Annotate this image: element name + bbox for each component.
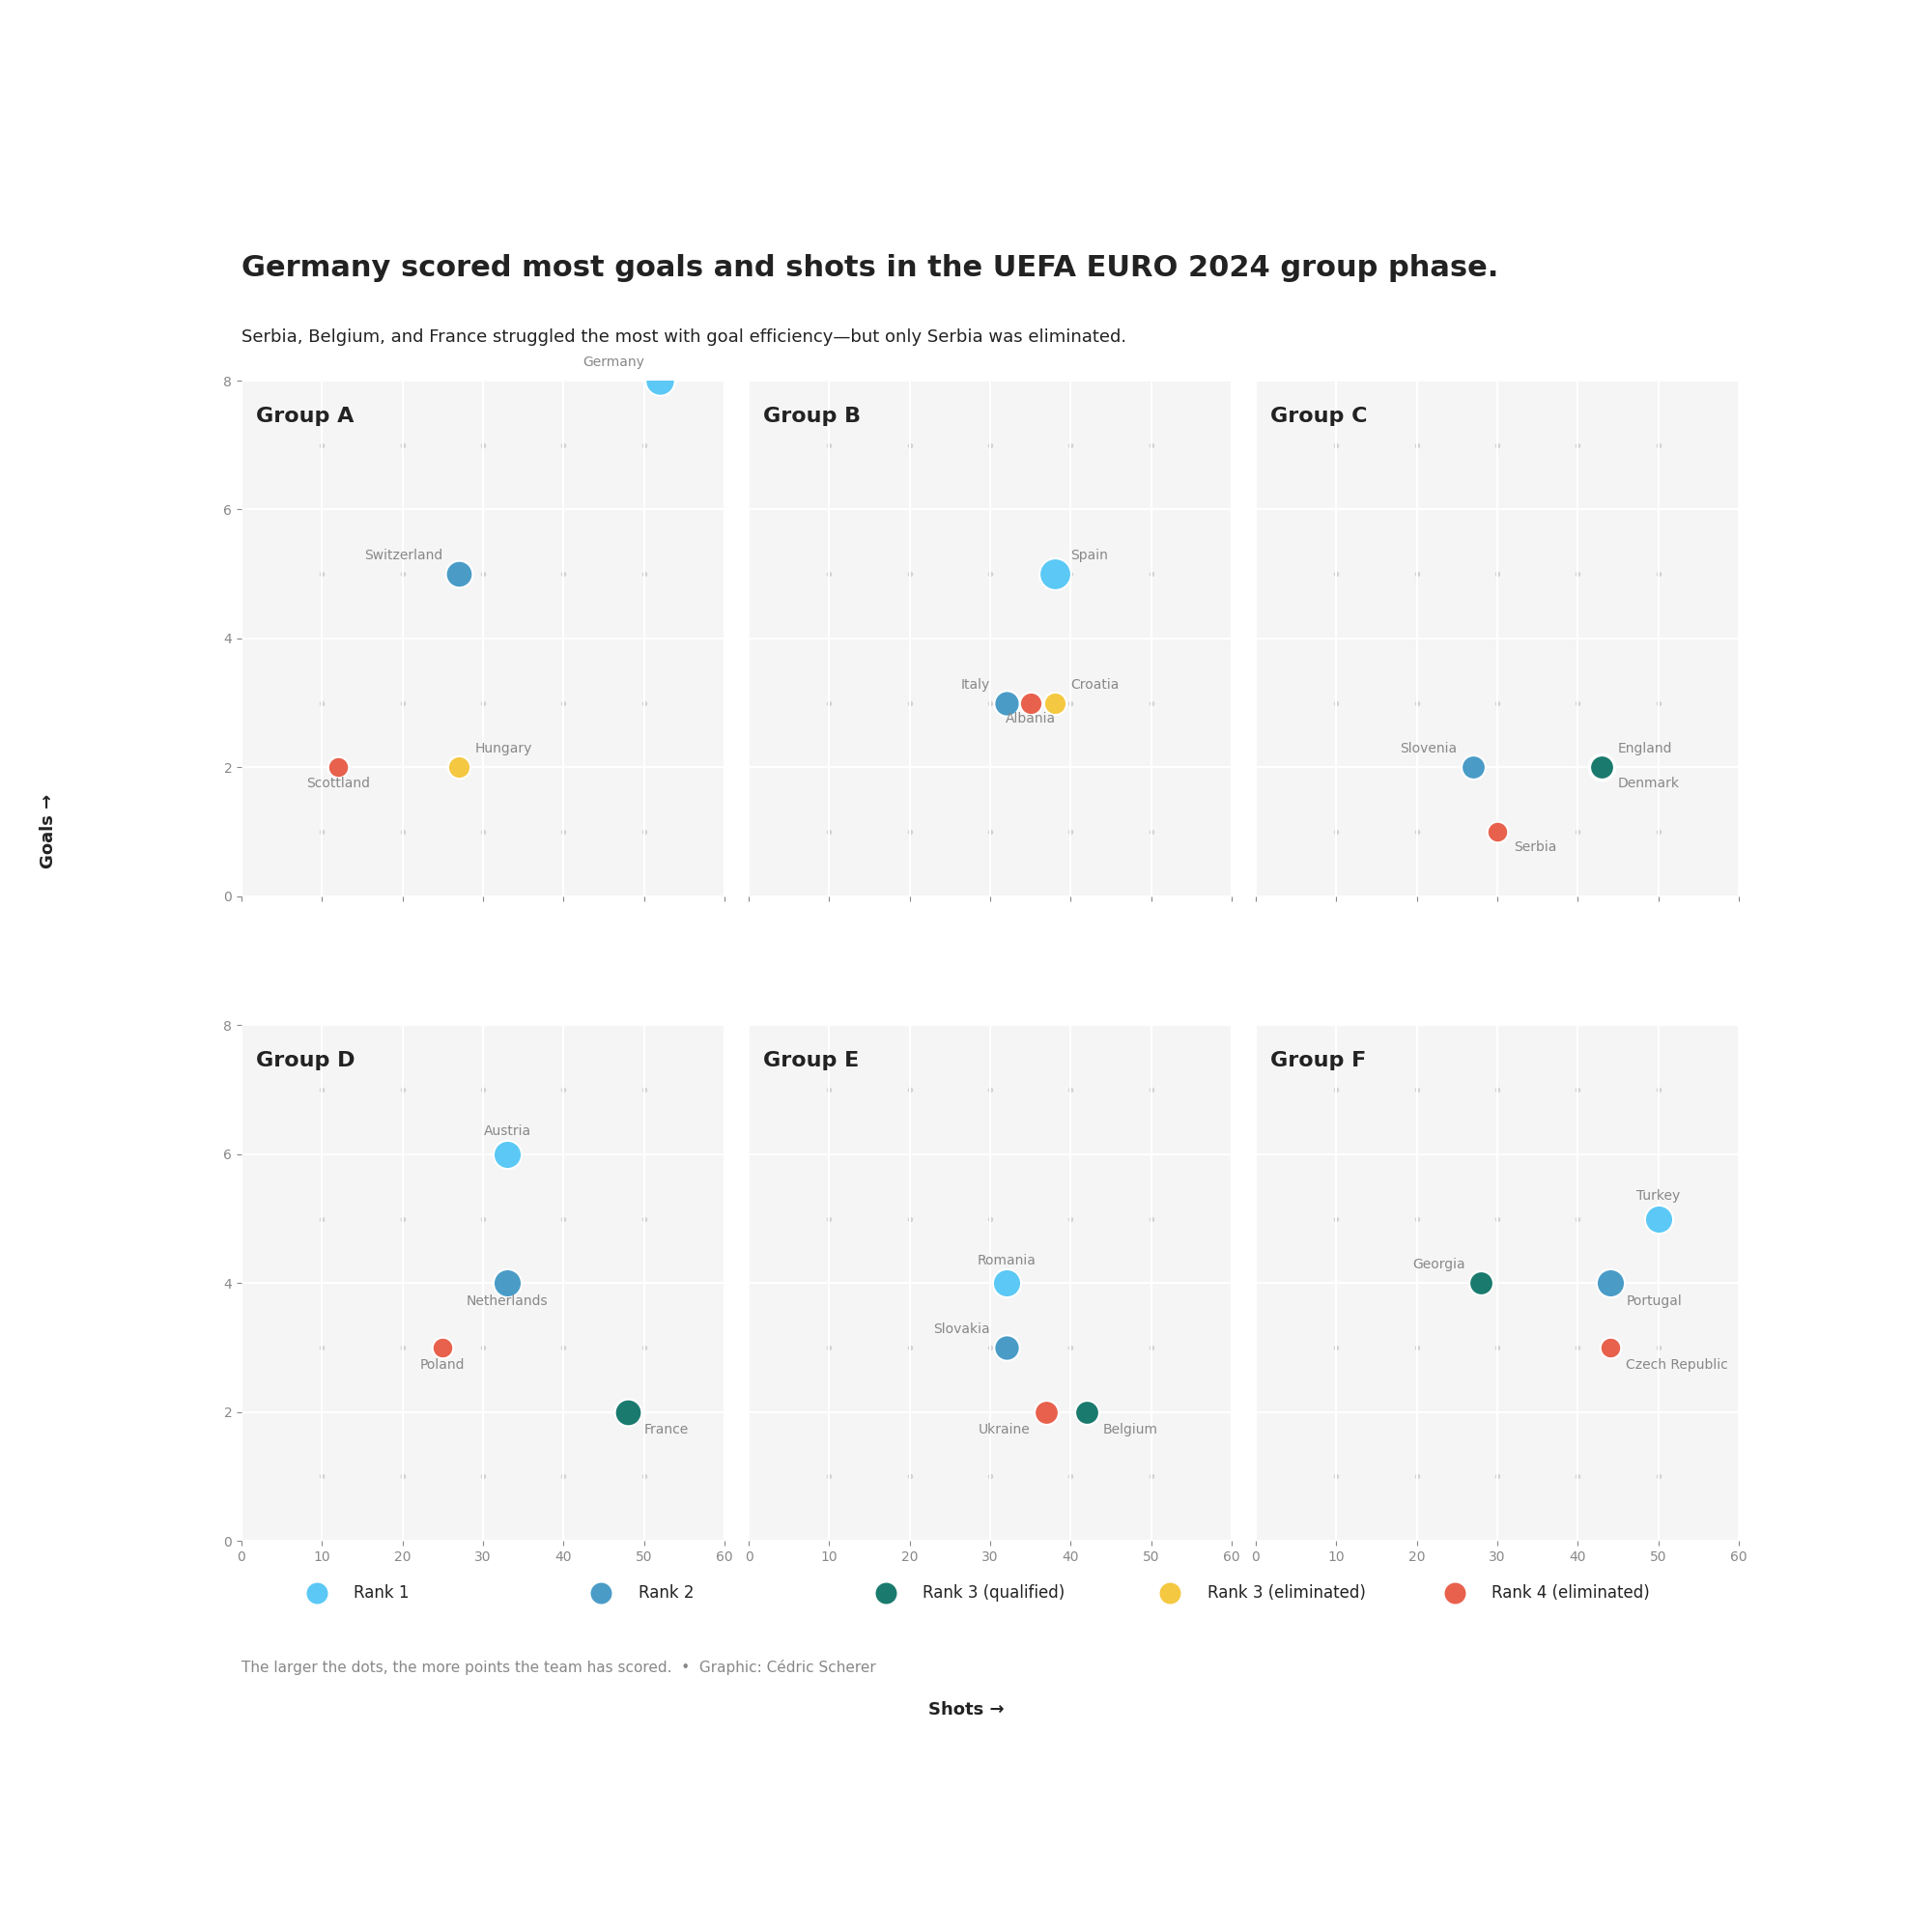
Point [991,1333,1022,1364]
Point [444,752,475,782]
Point [323,752,354,782]
Text: Spain: Spain [1070,549,1109,562]
Text: The larger the dots, the more points the team has scored.  •  Graphic: Cédric Sc: The larger the dots, the more points the… [242,1660,875,1675]
Point [645,365,676,396]
Point [991,1267,1022,1298]
Text: Slovenia: Slovenia [1401,742,1457,755]
Text: Slovakia: Slovakia [933,1321,989,1335]
Text: Portugal: Portugal [1627,1294,1683,1308]
Text: Austria: Austria [483,1124,531,1138]
Text: Group F: Group F [1269,1051,1366,1070]
Point [1466,1267,1497,1298]
Text: Poland: Poland [421,1358,466,1372]
Point [1014,688,1045,719]
Point [491,1138,522,1169]
Text: Switzerland: Switzerland [365,549,442,562]
Text: Group D: Group D [255,1051,355,1070]
Text: Rank 4 (eliminated): Rank 4 (eliminated) [1492,1584,1650,1602]
Point [1642,1204,1673,1235]
Text: Rank 1: Rank 1 [354,1584,410,1602]
Point [1586,752,1617,782]
Text: England: England [1617,742,1673,755]
Text: Serbia, Belgium, and France struggled the most with goal efficiency—but only Ser: Serbia, Belgium, and France struggled th… [242,328,1126,346]
Text: Goals →: Goals → [39,794,58,867]
Text: Serbia: Serbia [1513,840,1557,854]
Text: Denmark: Denmark [1617,777,1679,790]
Text: Group E: Group E [763,1051,860,1070]
Text: Romania: Romania [978,1254,1036,1267]
Point [1039,688,1070,719]
Text: Hungary: Hungary [475,742,533,755]
Point [1457,752,1488,782]
Text: Turkey: Turkey [1636,1188,1681,1202]
Point [991,688,1022,719]
Text: Shots →: Shots → [927,1700,1005,1719]
Text: Rank 2: Rank 2 [638,1584,694,1602]
Text: Czech Republic: Czech Republic [1627,1358,1729,1372]
Point [1039,558,1070,589]
Text: Italy: Italy [960,678,989,692]
Point [1594,1267,1625,1298]
Text: Ukraine: Ukraine [978,1424,1030,1437]
Point [427,1333,458,1364]
Point [444,558,475,589]
Text: France: France [643,1424,688,1437]
Text: Netherlands: Netherlands [466,1294,549,1308]
Text: Germany scored most goals and shots in the UEFA EURO 2024 group phase.: Germany scored most goals and shots in t… [242,255,1499,282]
Text: Georgia: Georgia [1412,1258,1464,1271]
Text: Group C: Group C [1269,406,1368,425]
Text: Group A: Group A [255,406,354,425]
Text: Germany: Germany [582,355,643,369]
Text: Belgium: Belgium [1103,1424,1157,1437]
Point [612,1397,643,1428]
Text: Scottland: Scottland [305,777,371,790]
Point [1656,1105,1687,1136]
Text: Group B: Group B [763,406,862,425]
Text: Albania: Albania [1005,713,1055,726]
Point [1482,817,1513,848]
Point [491,1267,522,1298]
Text: Rank 3 (eliminated): Rank 3 (eliminated) [1208,1584,1366,1602]
Point [1586,752,1617,782]
Text: Rank 3 (qualified): Rank 3 (qualified) [923,1584,1065,1602]
Point [1032,1397,1063,1428]
Text: Croatia: Croatia [1070,678,1119,692]
Point [1594,1333,1625,1364]
Point [1070,1397,1101,1428]
